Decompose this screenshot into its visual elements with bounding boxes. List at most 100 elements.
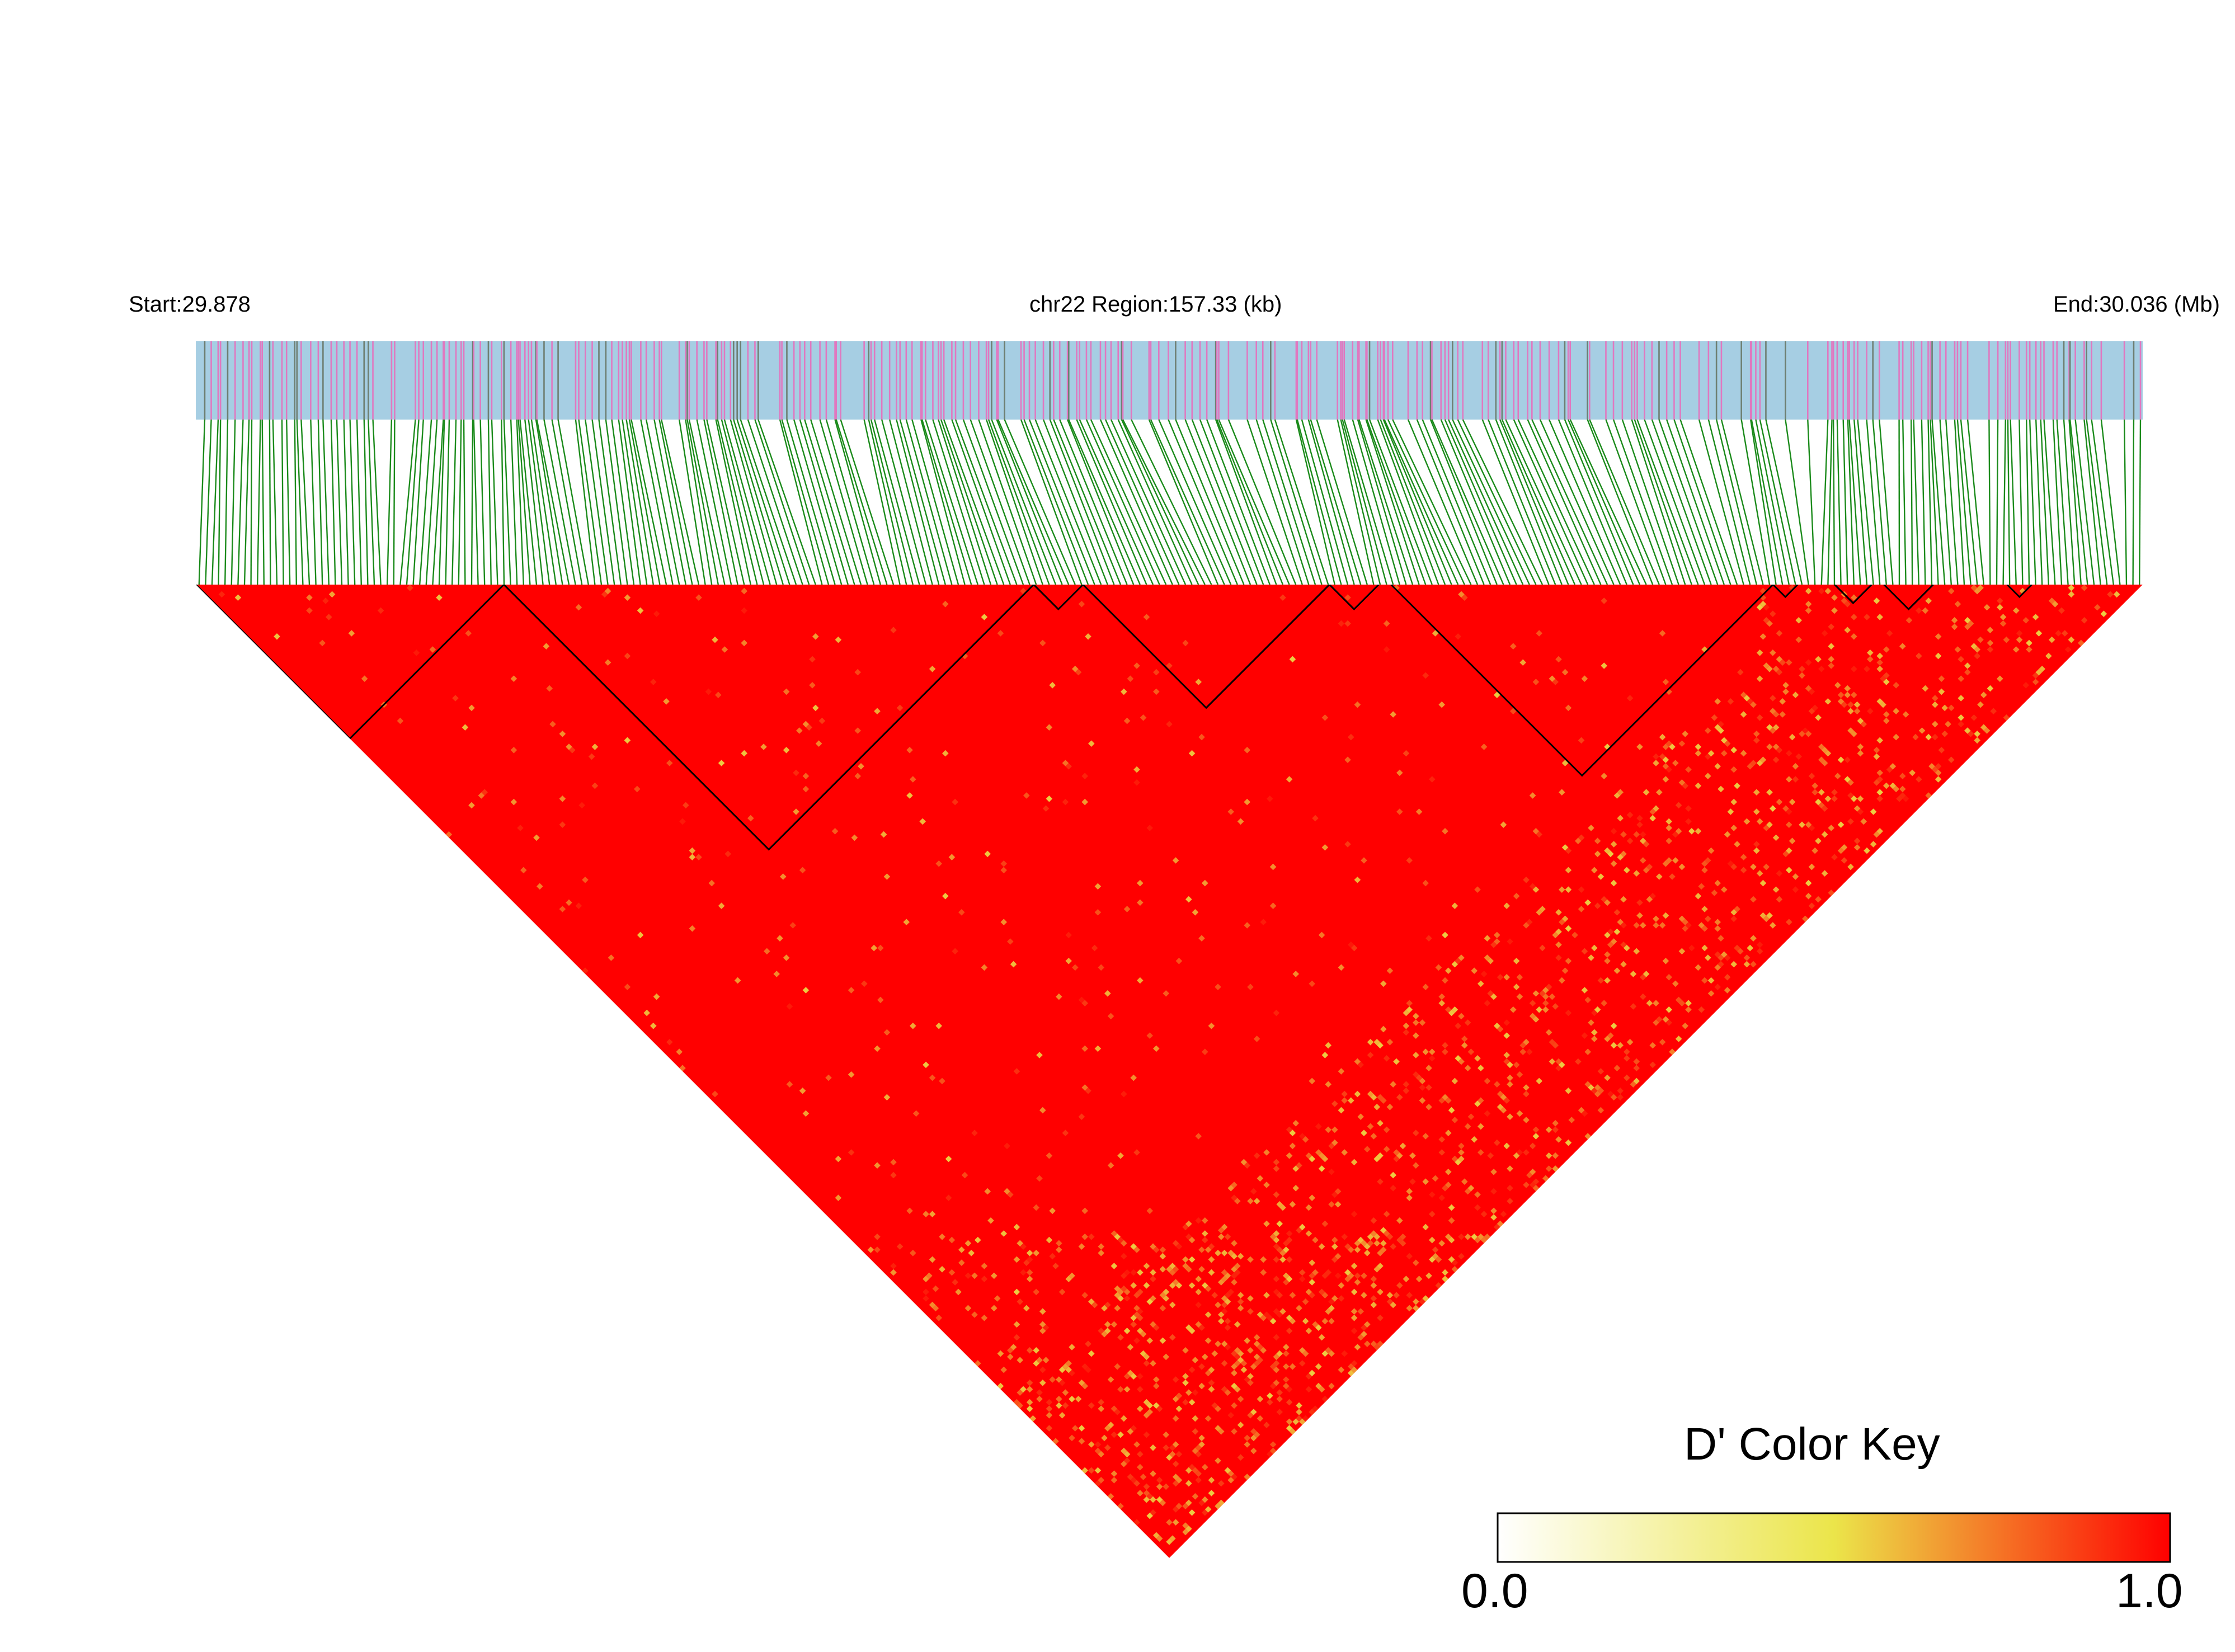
ld-cell <box>1088 1467 1095 1474</box>
ld-cell <box>1198 1382 1205 1390</box>
ld-cell <box>1607 928 1614 935</box>
snp-connector <box>688 419 726 585</box>
haplotype-block-outline <box>1834 585 1872 605</box>
ld-cell <box>1853 708 1861 714</box>
ld-cell <box>1111 1477 1118 1484</box>
ld-cell <box>1224 1344 1231 1350</box>
ld-cell <box>1896 796 1903 802</box>
ld-cell <box>764 948 770 955</box>
ld-cell <box>569 747 576 754</box>
ld-cell <box>1318 1334 1325 1341</box>
ld-cell <box>429 646 436 653</box>
ld-cell <box>1033 1250 1039 1256</box>
ld-cell <box>1870 841 1877 848</box>
ld-cell <box>1824 587 1832 595</box>
ld-cell <box>1305 1152 1312 1159</box>
ld-cell <box>1247 1256 1254 1263</box>
ld-cell <box>1552 931 1559 939</box>
ld-cell <box>1328 1350 1335 1357</box>
ld-cell <box>1185 1389 1192 1396</box>
ld-cell <box>1542 1175 1549 1182</box>
ld-cell <box>1026 1347 1033 1354</box>
ld-cell <box>1137 1288 1144 1296</box>
ld-cell <box>1772 711 1780 718</box>
ld-cell <box>1334 1272 1342 1279</box>
ld-cell <box>1007 1353 1014 1361</box>
ld-cell <box>1192 1389 1199 1396</box>
ld-cell <box>1367 1240 1374 1247</box>
ld-cell <box>1503 1142 1510 1150</box>
ld-cell <box>1117 1386 1124 1393</box>
snp-connector <box>721 419 765 585</box>
ld-cell <box>1494 1023 1500 1029</box>
ld-cell <box>1247 1373 1254 1380</box>
ld-cell <box>1058 1412 1066 1419</box>
snp-connector <box>1090 419 1167 585</box>
ld-cell <box>1056 1376 1062 1383</box>
ld-cell <box>1938 688 1945 695</box>
snp-connector <box>2132 419 2135 585</box>
ld-cell <box>1513 893 1520 900</box>
ld-cell <box>637 931 644 939</box>
ld-cell <box>1425 1065 1432 1071</box>
snp-connector <box>1960 419 1978 585</box>
haplotype-block-outline <box>1033 585 1084 611</box>
ld-cell <box>1844 685 1851 692</box>
snp-connector <box>218 419 222 585</box>
ld-cell <box>1851 633 1857 640</box>
ld-cell <box>964 1240 972 1247</box>
ld-cell <box>1873 597 1880 604</box>
snp-connector <box>1148 419 1219 585</box>
ld-cell <box>1198 1499 1205 1507</box>
ld-cell <box>1853 844 1861 851</box>
ld-cell <box>1594 1090 1601 1098</box>
ld-cell <box>1377 1178 1384 1185</box>
ld-cell <box>1510 643 1517 649</box>
ld-cell <box>1458 1149 1465 1156</box>
ld-cell <box>1130 1477 1137 1484</box>
ld-cell <box>1604 931 1611 939</box>
ld-cell <box>1480 1211 1488 1217</box>
ld-cell <box>1286 1126 1293 1133</box>
snp-connector <box>1310 419 1362 585</box>
ld-cell <box>848 1071 855 1078</box>
ld-cell <box>1234 1198 1241 1204</box>
ld-cell <box>1429 1191 1436 1198</box>
ld-cell <box>1747 944 1753 952</box>
ld-cell <box>2022 617 2029 624</box>
ld-cell <box>1364 1250 1371 1256</box>
ld-cell <box>1844 601 1851 608</box>
ld-cell <box>1455 1159 1461 1166</box>
ld-cell <box>624 594 631 601</box>
snp-connector <box>640 419 674 585</box>
ld-cell <box>815 740 822 747</box>
ld-cell <box>1740 854 1747 860</box>
ld-cell <box>1532 1185 1540 1192</box>
ld-cell <box>1276 1201 1283 1208</box>
ld-cell <box>1253 1360 1260 1367</box>
ld-cell <box>1354 1344 1361 1350</box>
ld-cell <box>1970 643 1978 649</box>
snp-connector <box>1807 419 1816 585</box>
ld-cell <box>1478 1065 1484 1071</box>
snp-connector <box>310 419 317 585</box>
ld-cell <box>1094 1045 1102 1052</box>
snp-connector <box>754 419 810 585</box>
ld-cell <box>1782 805 1789 812</box>
ld-cell <box>1565 886 1572 893</box>
ld-cell <box>1218 1480 1225 1487</box>
ld-cell <box>1123 1457 1131 1464</box>
ld-cell <box>1257 1357 1264 1363</box>
ld-cell <box>1532 828 1540 835</box>
ld-cell <box>1561 844 1569 851</box>
ld-cell <box>1633 1065 1640 1071</box>
ld-cell <box>1354 1279 1361 1286</box>
ld-cell <box>436 594 443 601</box>
ld-cell <box>695 594 702 601</box>
ld-cell <box>1273 1159 1280 1166</box>
ld-cell <box>1604 1036 1611 1042</box>
ld-cell <box>1763 915 1770 923</box>
ld-cell <box>1532 1016 1540 1023</box>
ld-cell <box>1772 886 1780 893</box>
ld-cell <box>1172 1519 1179 1526</box>
